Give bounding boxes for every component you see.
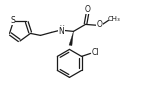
Text: O: O	[97, 20, 102, 29]
Text: O: O	[85, 5, 90, 14]
Text: H: H	[59, 25, 64, 30]
Polygon shape	[69, 31, 74, 46]
Text: Cl: Cl	[92, 48, 99, 57]
Text: N: N	[59, 27, 64, 36]
Text: S: S	[10, 16, 15, 25]
Text: CH₃: CH₃	[108, 16, 121, 22]
